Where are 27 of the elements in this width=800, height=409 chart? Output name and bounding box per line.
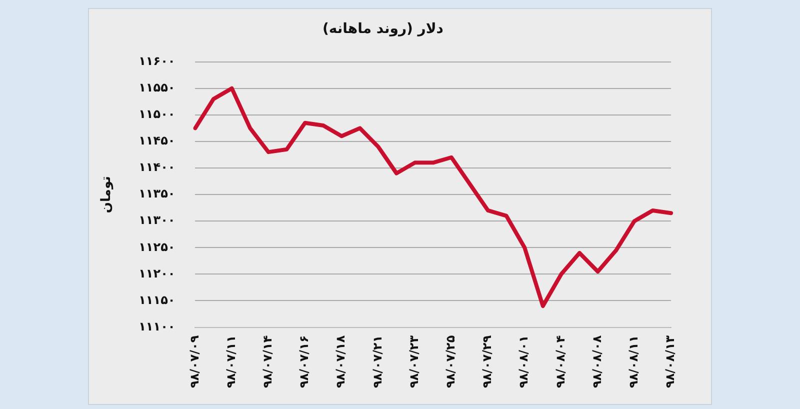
x-tick-label: ۹۸/۰۷/۲۹ (480, 334, 494, 388)
x-tick-label: ۹۸/۰۸/۰۴ (553, 335, 568, 388)
x-tick-label: ۹۸/۰۷/۱۱ (224, 335, 238, 388)
x-tick-label: ۹۸/۰۷/۱۸ (334, 334, 348, 388)
x-tick-label: ۹۸/۰۷/۱۶ (297, 335, 312, 388)
x-tick-label: ۹۸/۰۷/۱۴ (260, 335, 275, 388)
y-tick-label: ۱۱۱۵۰ (138, 292, 176, 307)
x-tick-label: ۹۸/۰۷/۰۹ (187, 334, 202, 388)
y-tick-label: ۱۱۲۵۰ (138, 240, 176, 254)
y-tick-label: ۱۱۴۵۰ (138, 134, 176, 148)
y-tick-label: ۱۱۴۰۰ (138, 160, 176, 174)
x-tick-label: ۹۸/۰۷/۲۱ (370, 335, 384, 388)
y-tick-label: ۱۱۵۰۰ (138, 107, 176, 122)
y-tick-label: ۱۱۱۰۰ (138, 319, 176, 334)
x-tick-label: ۹۸/۰۷/۲۵ (444, 335, 458, 388)
y-tick-label: ۱۱۵۵۰ (138, 80, 176, 94)
y-tick-label: ۱۱۲۰۰ (138, 266, 176, 280)
y-axis-title: تومان (99, 176, 114, 214)
x-tick-label: ۹۸/۰۸/۱۱ (626, 335, 641, 388)
x-tick-label: ۹۸/۰۷/۲۳ (406, 334, 421, 388)
y-tick-label: ۱۱۳۵۰ (138, 186, 176, 201)
x-tick-label: ۹۸/۰۸/۰۱ (516, 335, 531, 388)
y-tick-label: ۱۱۶۰۰ (138, 54, 176, 68)
x-tick-label: ۹۸/۰۸/۱۳ (663, 334, 678, 388)
y-tick-label: ۱۱۳۰۰ (138, 213, 176, 228)
chart-title: دلار (روند ماهانه) (322, 21, 444, 38)
x-tick-label: ۹۸/۰۸/۰۸ (590, 334, 604, 388)
